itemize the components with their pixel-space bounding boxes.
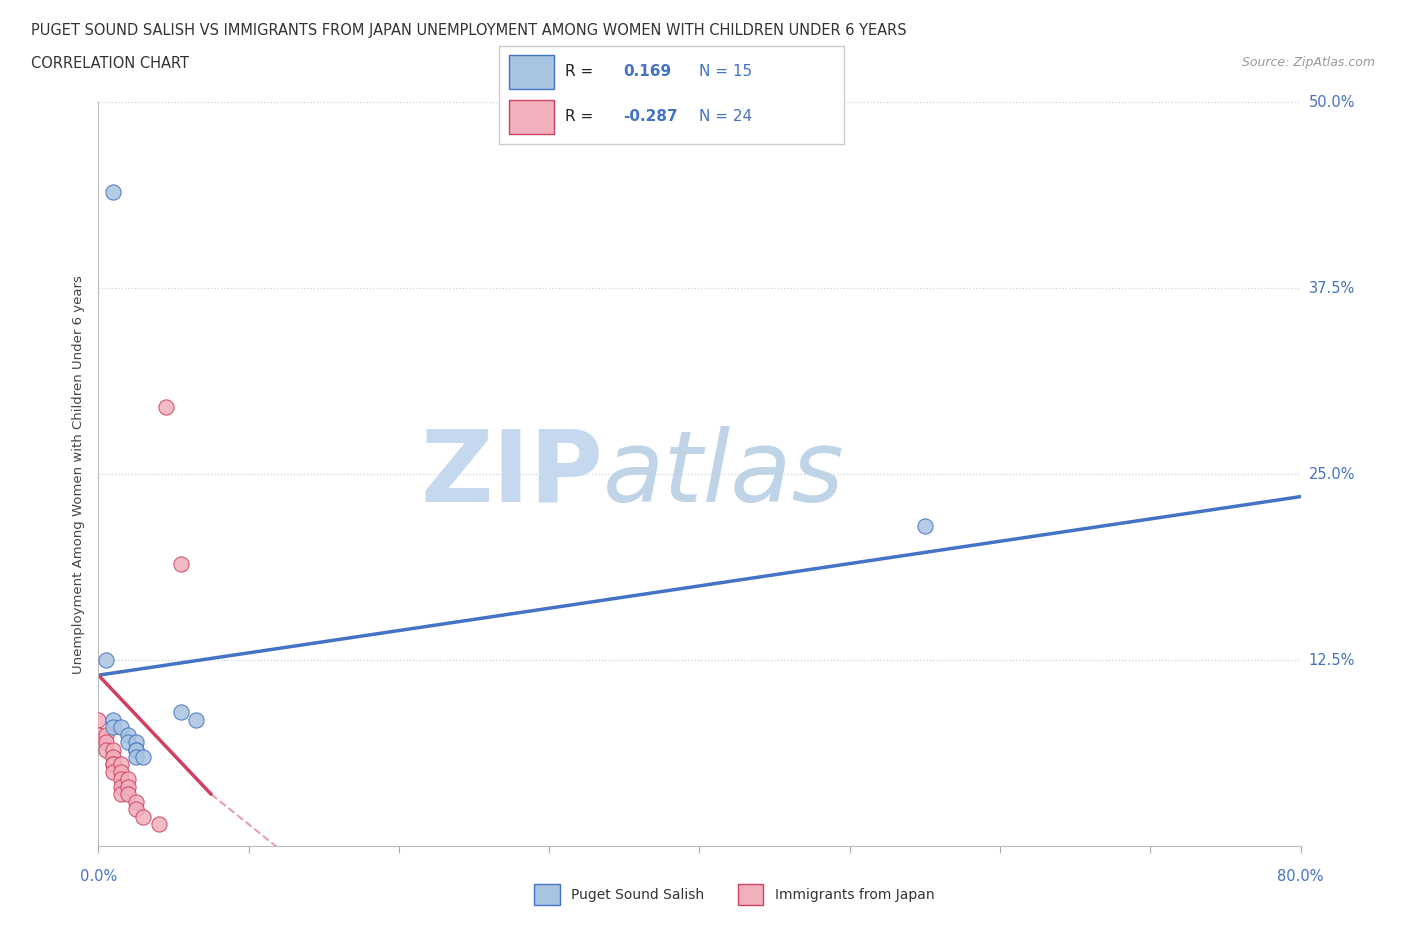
Point — [117, 787, 139, 802]
Point — [110, 787, 132, 802]
Text: PUGET SOUND SALISH VS IMMIGRANTS FROM JAPAN UNEMPLOYMENT AMONG WOMEN WITH CHILDR: PUGET SOUND SALISH VS IMMIGRANTS FROM JA… — [31, 23, 907, 38]
Text: atlas: atlas — [603, 426, 845, 523]
Text: R =: R = — [565, 110, 593, 125]
Point — [132, 809, 155, 824]
Point — [914, 519, 936, 534]
Text: -0.287: -0.287 — [623, 110, 678, 125]
Text: Source: ZipAtlas.com: Source: ZipAtlas.com — [1241, 56, 1375, 69]
Point — [94, 742, 117, 757]
Text: 0.0%: 0.0% — [80, 869, 117, 883]
Text: N = 24: N = 24 — [699, 110, 752, 125]
Point — [184, 712, 207, 727]
Point — [103, 757, 125, 772]
Point — [103, 184, 125, 199]
Point — [125, 742, 148, 757]
Point — [103, 750, 125, 764]
Text: 50.0%: 50.0% — [1309, 95, 1355, 110]
Point — [117, 772, 139, 787]
Point — [125, 750, 148, 764]
Point — [110, 764, 132, 779]
Point — [103, 764, 125, 779]
Point — [125, 735, 148, 750]
Text: ZIP: ZIP — [420, 426, 603, 523]
Text: N = 15: N = 15 — [699, 64, 752, 79]
Point — [148, 817, 170, 831]
Text: CORRELATION CHART: CORRELATION CHART — [31, 56, 188, 71]
Y-axis label: Unemployment Among Women with Children Under 6 years: Unemployment Among Women with Children U… — [72, 275, 86, 673]
Point — [110, 757, 132, 772]
Point — [125, 802, 148, 817]
Text: 12.5%: 12.5% — [1309, 653, 1355, 668]
Text: R =: R = — [565, 64, 593, 79]
Bar — [509, 55, 554, 89]
Point — [170, 556, 193, 571]
Point — [117, 735, 139, 750]
Text: 37.5%: 37.5% — [1309, 281, 1355, 296]
Point — [103, 720, 125, 735]
Point — [155, 400, 177, 415]
Point — [103, 712, 125, 727]
Point — [132, 750, 155, 764]
Point — [117, 727, 139, 742]
Text: Immigrants from Japan: Immigrants from Japan — [775, 887, 935, 902]
Point — [125, 742, 148, 757]
Text: 0.169: 0.169 — [623, 64, 671, 79]
Point — [117, 779, 139, 794]
Text: Puget Sound Salish: Puget Sound Salish — [571, 887, 704, 902]
Text: 25.0%: 25.0% — [1309, 467, 1355, 482]
Bar — [509, 100, 554, 135]
Point — [103, 742, 125, 757]
Text: 80.0%: 80.0% — [1277, 869, 1324, 883]
Point — [110, 772, 132, 787]
Point — [110, 720, 132, 735]
Point — [170, 705, 193, 720]
Point — [87, 712, 110, 727]
Point — [87, 727, 110, 742]
Point — [110, 779, 132, 794]
Point — [125, 794, 148, 809]
Point — [103, 757, 125, 772]
Point — [94, 727, 117, 742]
Point — [94, 653, 117, 668]
Point — [94, 735, 117, 750]
